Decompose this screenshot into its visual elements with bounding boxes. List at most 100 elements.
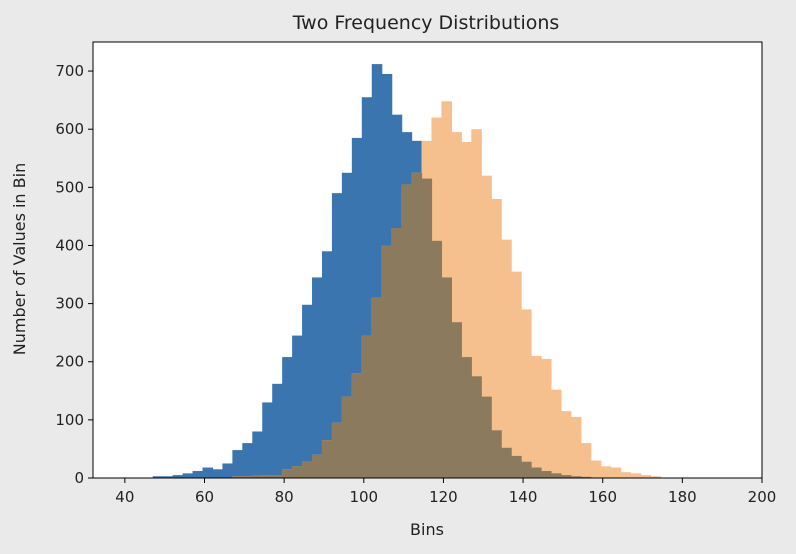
series-2-bar <box>600 466 612 478</box>
overlap-bar <box>351 373 363 478</box>
x-tick-label: 40 <box>115 488 134 506</box>
overlap-bar <box>421 178 433 479</box>
series-2-bar <box>471 129 482 478</box>
series-1-bar <box>282 357 293 478</box>
series-2-bar <box>531 355 542 478</box>
overlap-bar <box>550 473 562 478</box>
y-axis-label: Number of Values in Bin <box>10 163 29 355</box>
series-1-bar <box>242 443 253 478</box>
series-1-bar <box>192 471 204 478</box>
overlap-bar <box>491 430 502 478</box>
overlap-bar <box>321 440 333 478</box>
overlap-bar <box>282 469 293 478</box>
y-tick-label: 100 <box>55 411 84 429</box>
chart-title: Two Frequency Distributions <box>292 12 560 34</box>
series-2-bar <box>511 271 522 478</box>
series-2-bar <box>491 198 502 478</box>
series-1-bar <box>302 304 313 478</box>
overlap-bar <box>391 228 403 478</box>
series-1-bar <box>232 450 243 478</box>
series-2-bar <box>580 443 592 478</box>
series-2-bar <box>540 358 552 478</box>
overlap-bar <box>401 184 413 478</box>
overlap-bar <box>540 471 552 478</box>
y-tick-label: 300 <box>55 295 84 313</box>
series-1-bar <box>331 193 343 478</box>
x-tick-label: 160 <box>588 488 617 506</box>
series-2-bar <box>590 460 602 478</box>
x-tick-label: 60 <box>195 488 214 506</box>
series-2-bar <box>650 476 662 478</box>
series-1-bar <box>341 172 353 479</box>
overlap-bar <box>252 475 263 478</box>
overlap-bar <box>292 466 303 478</box>
overlap-bar <box>441 277 452 478</box>
series-2-bar <box>451 132 462 479</box>
series-1-bar <box>272 383 283 478</box>
series-2-bar <box>570 416 582 478</box>
x-axis-label: Bins <box>410 520 444 539</box>
overlap-bar <box>242 476 253 478</box>
series-2-bar <box>550 389 562 478</box>
overlap-bar <box>471 376 482 478</box>
series-2-bar <box>630 473 642 478</box>
overlap-bar <box>560 475 572 478</box>
overlap-layer <box>232 172 592 479</box>
series-1-bar <box>292 335 303 478</box>
series-2-bar <box>521 309 532 478</box>
series-1-bar <box>371 64 383 478</box>
overlap-bar <box>381 245 393 478</box>
overlap-bar <box>451 322 462 478</box>
series-1-bar <box>252 431 263 478</box>
series-1-bar <box>162 476 174 478</box>
overlap-bar <box>580 476 592 478</box>
series-1-bar <box>182 473 194 478</box>
overlap-bar <box>341 396 353 478</box>
overlap-bar <box>481 396 492 478</box>
overlap-bar <box>272 475 283 478</box>
overlap-bar <box>521 461 532 478</box>
x-tick-label: 100 <box>349 488 378 506</box>
series-1-bar <box>351 137 363 479</box>
y-tick-label: 0 <box>74 469 84 487</box>
x-tick-label: 140 <box>509 488 538 506</box>
overlap-bar <box>331 422 343 478</box>
overlap-bar <box>501 447 512 478</box>
overlap-bar <box>262 475 273 478</box>
plot-frame <box>92 41 763 479</box>
series-2-bar <box>501 239 512 478</box>
series-1-bar <box>321 251 333 478</box>
overlap-bar <box>531 467 542 478</box>
x-tick-label: 180 <box>668 488 697 506</box>
x-axis: 40 60 80 100 120 140 160 180 200 <box>115 478 776 506</box>
overlap-bar <box>511 455 522 478</box>
overlap-bar <box>570 476 582 478</box>
series-1-bar <box>212 469 224 478</box>
series-1-bar <box>202 467 214 478</box>
overlap-bar <box>461 357 472 478</box>
series-2-bar <box>560 411 572 478</box>
overlap-bar <box>371 297 383 478</box>
y-tick-label: 600 <box>55 120 84 138</box>
overlap-bar <box>411 172 423 479</box>
overlap-bar <box>361 335 373 478</box>
series-2-bar <box>610 467 622 478</box>
overlap-bar <box>302 461 313 478</box>
series-1-bar <box>361 97 373 478</box>
series-1-bar <box>312 277 323 478</box>
y-tick-label: 200 <box>55 353 84 371</box>
overlap-bar <box>312 454 323 478</box>
series-1-bar <box>172 475 184 478</box>
overlap-bar <box>232 476 243 478</box>
series-2-bar <box>481 175 492 478</box>
series-2-bar <box>640 475 652 478</box>
y-tick-label: 500 <box>55 178 84 196</box>
series-2-bar <box>461 141 472 479</box>
x-tick-label: 120 <box>429 488 458 506</box>
series-1-bar <box>152 476 164 478</box>
y-tick-label: 700 <box>55 62 84 80</box>
x-tick-label: 80 <box>275 488 294 506</box>
series-1-bar <box>222 463 233 478</box>
